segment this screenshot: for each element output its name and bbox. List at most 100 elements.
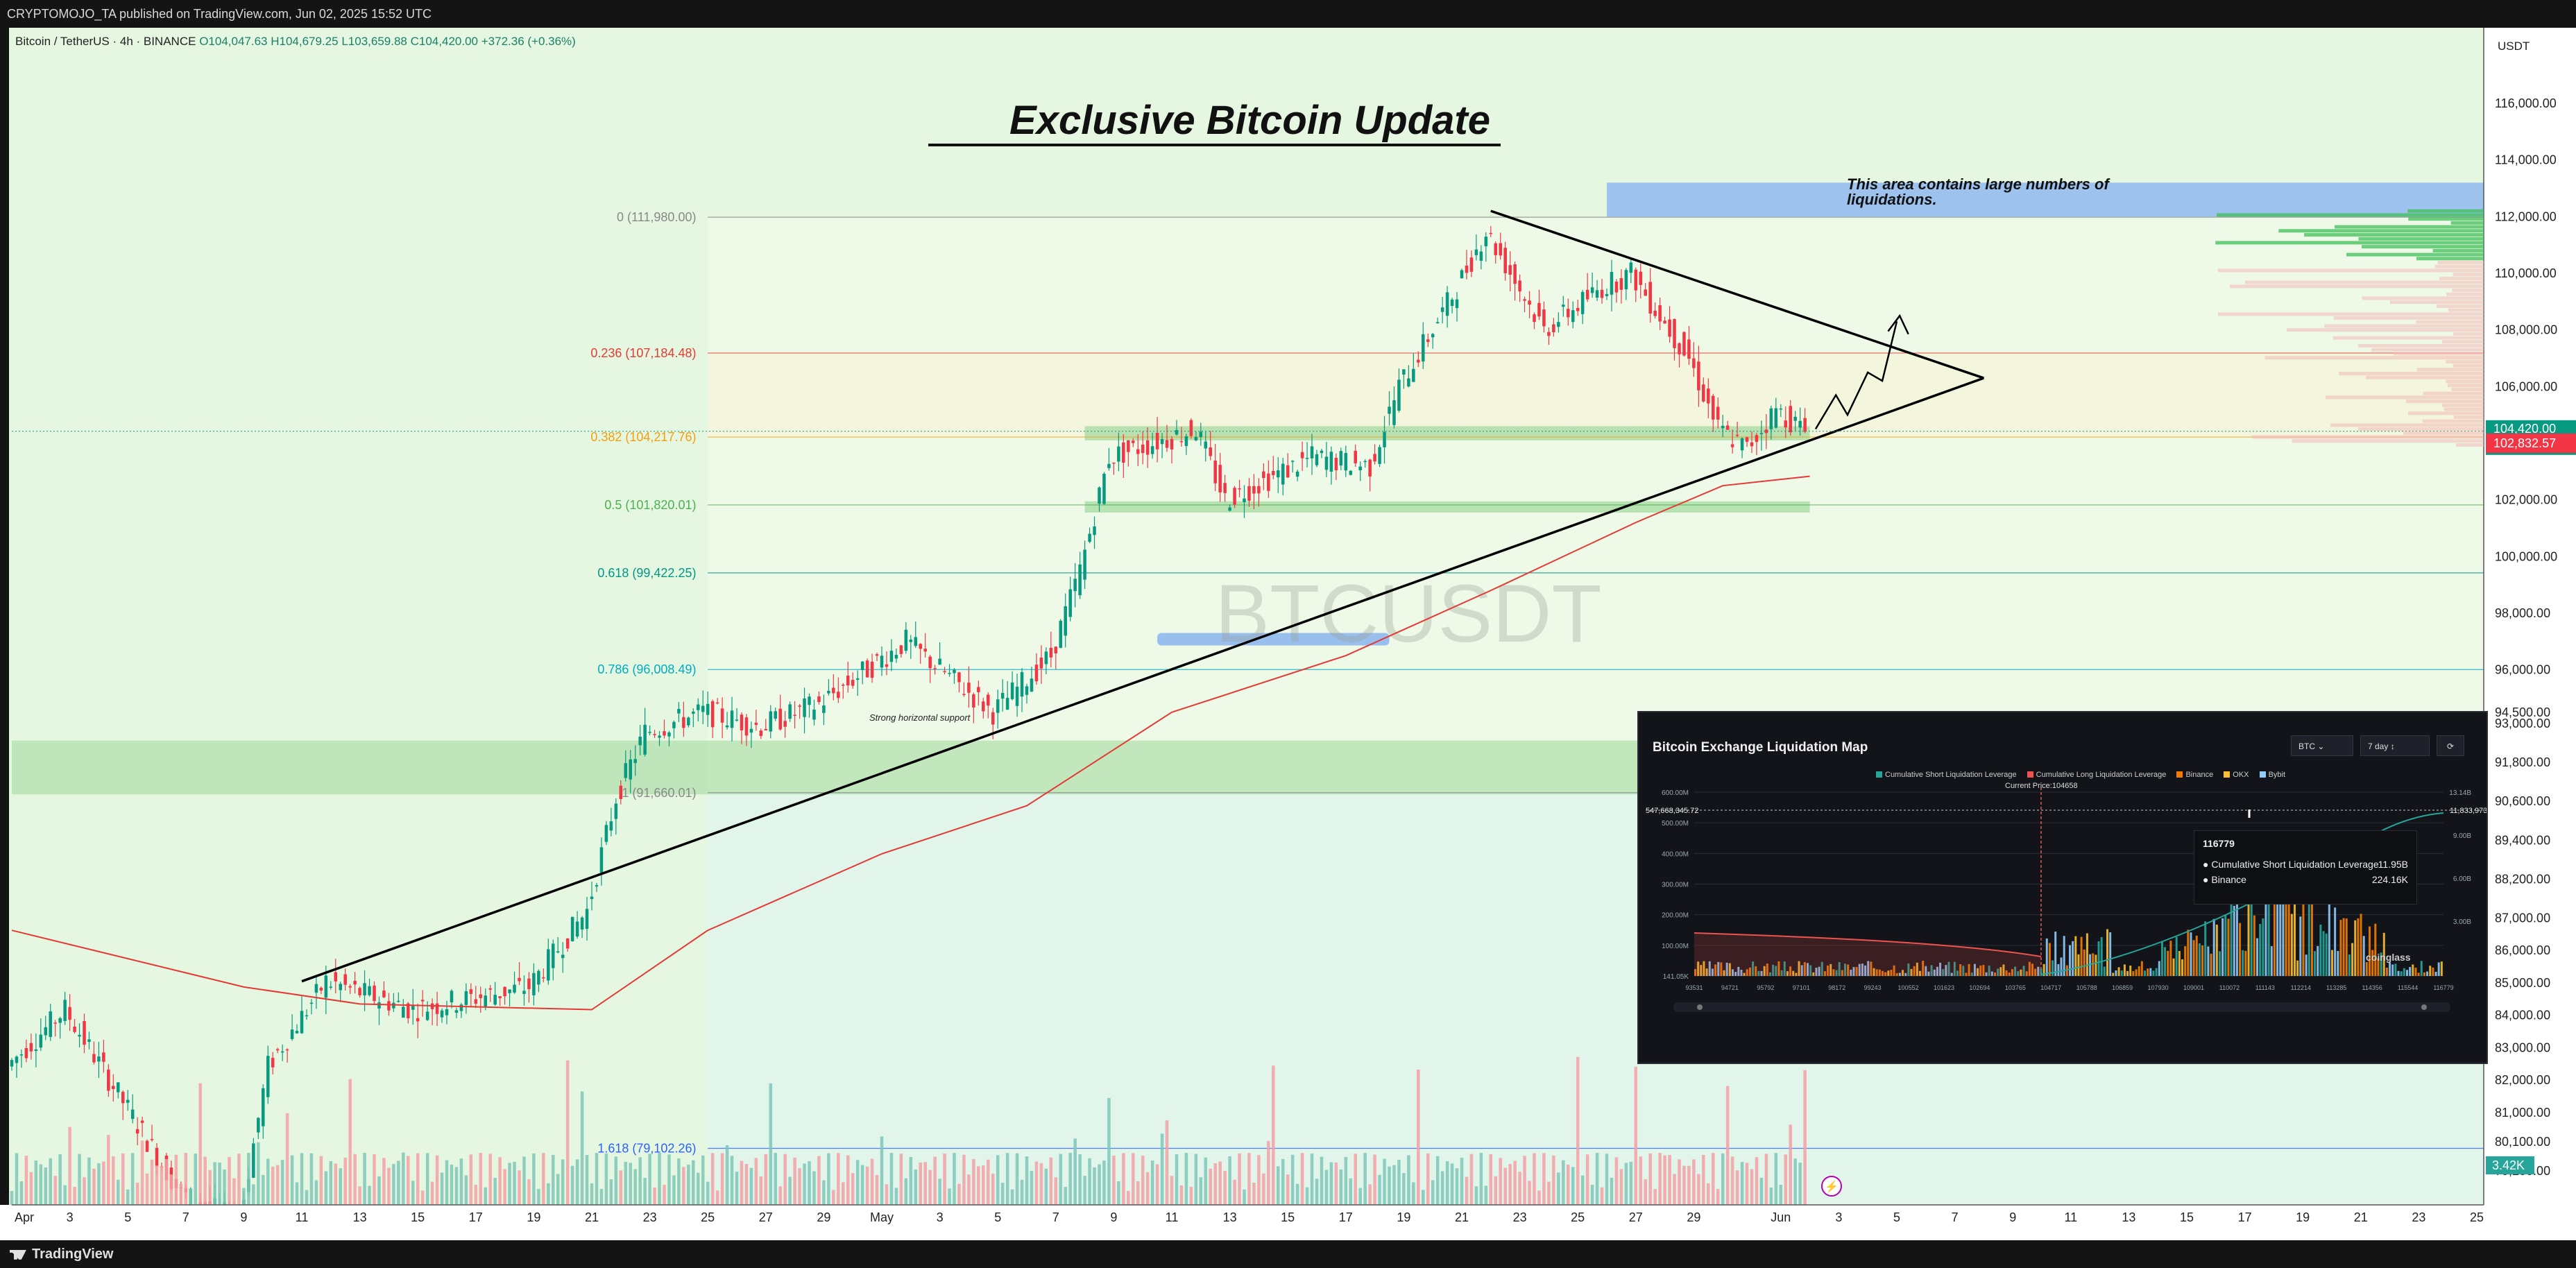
liquidity-bar	[2408, 411, 2484, 415]
fib-band-0236	[708, 352, 2484, 438]
candle-body	[295, 1031, 299, 1034]
publisher-bar: CRYPTOMOJO_TA published on TradingView.c…	[0, 0, 2576, 28]
legend-swatch	[2027, 771, 2033, 778]
volume-bar	[174, 1154, 178, 1205]
candle-body	[764, 728, 768, 730]
liquidity-bar	[2416, 320, 2484, 324]
volume-bar	[107, 1135, 110, 1205]
inset-bar	[1812, 972, 1815, 976]
inset-bar	[2149, 968, 2152, 976]
volume-bar	[720, 1153, 724, 1205]
inset-bar	[1855, 967, 1858, 976]
inset-bar	[2377, 958, 2380, 976]
price-chart[interactable]: 0 (111,980.00) 0.236 (107,184.48) 0.382 (1…	[0, 0, 2576, 1240]
candle-body	[130, 1109, 135, 1120]
volume-bar	[928, 1170, 932, 1205]
liquidity-bar	[2446, 292, 2484, 296]
legend-item: OKX	[2233, 771, 2249, 779]
candle-body	[1281, 463, 1285, 485]
liquidity-bar	[2333, 316, 2484, 320]
volume-bar	[919, 1162, 922, 1205]
volume-bar	[1740, 1161, 1744, 1205]
inset-bar	[2348, 954, 2351, 976]
volume-bar	[1044, 1168, 1048, 1205]
legend-item: Binance	[2185, 771, 2214, 779]
volume-bar	[1580, 1175, 1585, 1205]
inset-bar	[1820, 961, 1823, 976]
inset-bar	[1933, 969, 1936, 976]
candle-body	[996, 699, 1000, 713]
volume-bar	[894, 1188, 898, 1205]
volume-bar	[1141, 1156, 1145, 1205]
inset-bar	[1913, 966, 1916, 976]
liquidity-bar	[2304, 232, 2484, 237]
inset-x-tick: 93531	[1685, 984, 1703, 991]
volume-bar	[547, 1183, 550, 1205]
candle-body	[1368, 459, 1372, 477]
candle-body	[1034, 665, 1039, 682]
liquidation-map-title: Bitcoin Exchange Liquidation Map	[1653, 740, 1868, 755]
inset-scroll-handle-left	[1697, 1004, 1703, 1010]
volume-bar	[744, 1163, 749, 1205]
volume-bar	[982, 1165, 985, 1205]
fib-label: 0.5 (101,820.01)	[604, 498, 696, 512]
volume-bar	[339, 1168, 342, 1205]
liquidation-map-panel[interactable]: 600.00M 500.00M 400.00M 300.00M 200.00M 100.0…	[1637, 711, 2488, 1064]
inset-bar	[2085, 933, 2088, 976]
volume-bar	[667, 1154, 671, 1205]
inset-bar	[1789, 966, 1792, 976]
inset-bar	[1970, 973, 1973, 976]
candle-body	[808, 696, 811, 705]
volume-bar	[126, 1189, 130, 1205]
price-tick: 98,000.00	[2495, 606, 2550, 620]
candle-body	[1605, 293, 1609, 296]
candle-body	[1025, 686, 1029, 695]
range-select-value: 7 day	[2368, 742, 2389, 751]
inset-bar	[2034, 968, 2037, 976]
candle-body	[909, 640, 913, 642]
candle-body	[943, 671, 946, 672]
candle-body	[121, 1091, 125, 1104]
inset-bar	[1708, 961, 1711, 976]
candle-body	[1373, 454, 1376, 462]
candle-body	[1465, 265, 1469, 273]
volume-bar	[1068, 1153, 1072, 1205]
liquidity-bar	[2292, 439, 2484, 443]
liquidity-bar	[2217, 213, 2484, 217]
candle-body	[590, 896, 594, 900]
inset-bar	[1740, 969, 1743, 976]
volume-bar	[1663, 1155, 1666, 1205]
volume-bar	[1605, 1154, 1609, 1205]
candle-body	[875, 654, 879, 656]
ohlc-low: L103,659.88	[341, 35, 407, 48]
time-tick: 7	[1052, 1210, 1059, 1224]
candle-body	[923, 649, 927, 652]
price-tick: 87,000.00	[2495, 911, 2550, 925]
inset-bar	[1835, 970, 1838, 976]
candle-body	[798, 705, 801, 707]
candle-body	[537, 970, 540, 985]
volume-bar	[735, 1172, 739, 1205]
inset-bar	[2060, 957, 2063, 976]
volume-bar	[68, 1126, 71, 1205]
refresh-icon[interactable]: ⟳	[2437, 735, 2464, 756]
range-select[interactable]: 7 day ↕	[2360, 735, 2430, 756]
candle-body	[1252, 486, 1256, 494]
inset-bar	[1823, 971, 1826, 976]
candle-body	[1064, 606, 1067, 636]
price-tick: 110,000.00	[2495, 266, 2557, 280]
candle-body	[1542, 309, 1546, 327]
volume-bar	[435, 1155, 439, 1205]
coin-select[interactable]: BTC ⌄	[2291, 735, 2353, 756]
candle-body	[1209, 447, 1212, 456]
candle-body	[1170, 438, 1174, 449]
candle-body	[599, 847, 604, 873]
volume-bar	[1363, 1153, 1367, 1205]
candle-body	[1745, 437, 1749, 442]
volume-bar	[725, 1145, 729, 1205]
liquidity-bar	[2366, 375, 2484, 379]
volume-bar	[1010, 1189, 1014, 1205]
candle-body	[324, 975, 328, 998]
liquidity-bar	[2448, 384, 2484, 388]
volume-bar	[262, 1174, 265, 1205]
